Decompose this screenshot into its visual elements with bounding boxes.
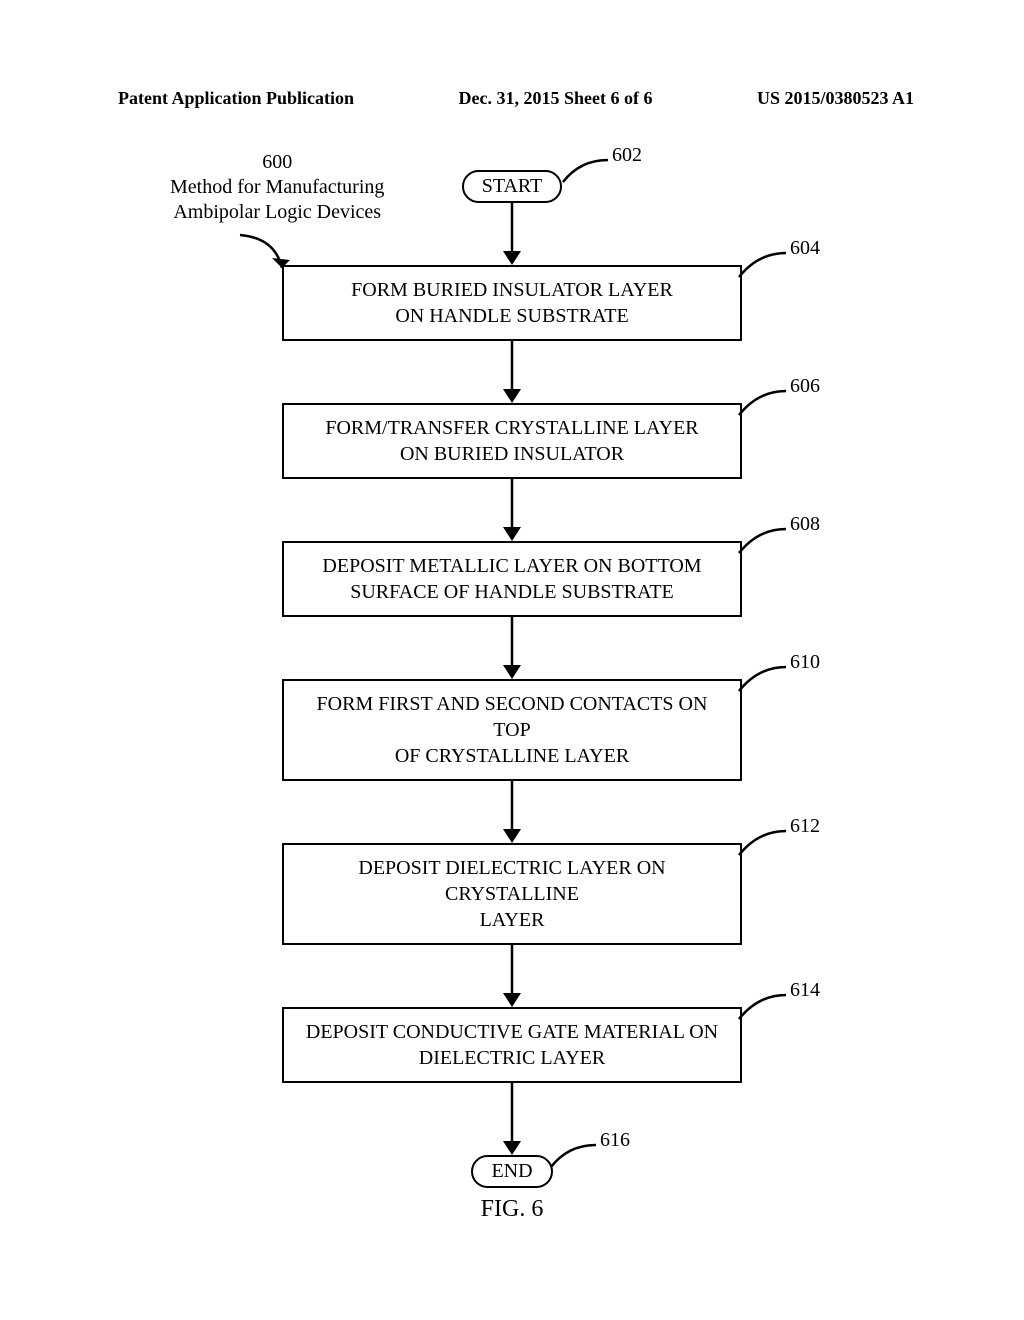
node-step-6-label: DEPOSIT CONDUCTIVE GATE MATERIAL ONDIELE… bbox=[306, 1021, 718, 1069]
node-step-3-label: DEPOSIT METALLIC LAYER ON BOTTOMSURFACE … bbox=[322, 555, 701, 603]
node-step-2: FORM/TRANSFER CRYSTALLINE LAYERON BURIED… bbox=[282, 403, 742, 479]
connector-4 bbox=[500, 617, 524, 679]
connector-6 bbox=[500, 945, 524, 1007]
ref-616: 616 bbox=[600, 1129, 630, 1152]
page-header: Patent Application Publication Dec. 31, … bbox=[0, 88, 1024, 109]
node-step-5: DEPOSIT DIELECTRIC LAYER ON CRYSTALLINEL… bbox=[282, 843, 742, 945]
ref-612: 612 bbox=[790, 815, 820, 838]
node-start: START bbox=[462, 170, 563, 203]
connector-5 bbox=[500, 781, 524, 843]
ref-604: 604 bbox=[790, 237, 820, 260]
connector-3 bbox=[500, 479, 524, 541]
header-center: Dec. 31, 2015 Sheet 6 of 6 bbox=[459, 88, 653, 109]
header-left: Patent Application Publication bbox=[118, 88, 354, 109]
connector-7 bbox=[500, 1083, 524, 1155]
node-step-1: FORM BURIED INSULATOR LAYERON HANDLE SUB… bbox=[282, 265, 742, 341]
node-end-label: END bbox=[491, 1160, 532, 1182]
header-right: US 2015/0380523 A1 bbox=[757, 88, 914, 109]
flowchart: START 602 FORM BURIED INSULATOR LAYERON … bbox=[0, 170, 1024, 1223]
ref-602: 602 bbox=[612, 144, 642, 167]
node-step-6: DEPOSIT CONDUCTIVE GATE MATERIAL ONDIELE… bbox=[282, 1007, 742, 1083]
node-step-5-label: DEPOSIT DIELECTRIC LAYER ON CRYSTALLINEL… bbox=[358, 857, 665, 931]
figure-label: FIG. 6 bbox=[0, 1196, 1024, 1223]
ref-614: 614 bbox=[790, 979, 820, 1002]
node-step-1-label: FORM BURIED INSULATOR LAYERON HANDLE SUB… bbox=[351, 279, 673, 327]
node-step-3: DEPOSIT METALLIC LAYER ON BOTTOMSURFACE … bbox=[282, 541, 742, 617]
ref-606: 606 bbox=[790, 375, 820, 398]
connector-2 bbox=[500, 341, 524, 403]
node-step-2-label: FORM/TRANSFER CRYSTALLINE LAYERON BURIED… bbox=[325, 417, 698, 465]
node-start-label: START bbox=[482, 175, 543, 197]
connector-1 bbox=[500, 203, 524, 265]
node-step-4-label: FORM FIRST AND SECOND CONTACTS ON TOPOF … bbox=[317, 693, 708, 767]
node-step-4: FORM FIRST AND SECOND CONTACTS ON TOPOF … bbox=[282, 679, 742, 781]
ref-608: 608 bbox=[790, 513, 820, 536]
ref-610: 610 bbox=[790, 651, 820, 674]
node-end: END bbox=[471, 1155, 552, 1188]
